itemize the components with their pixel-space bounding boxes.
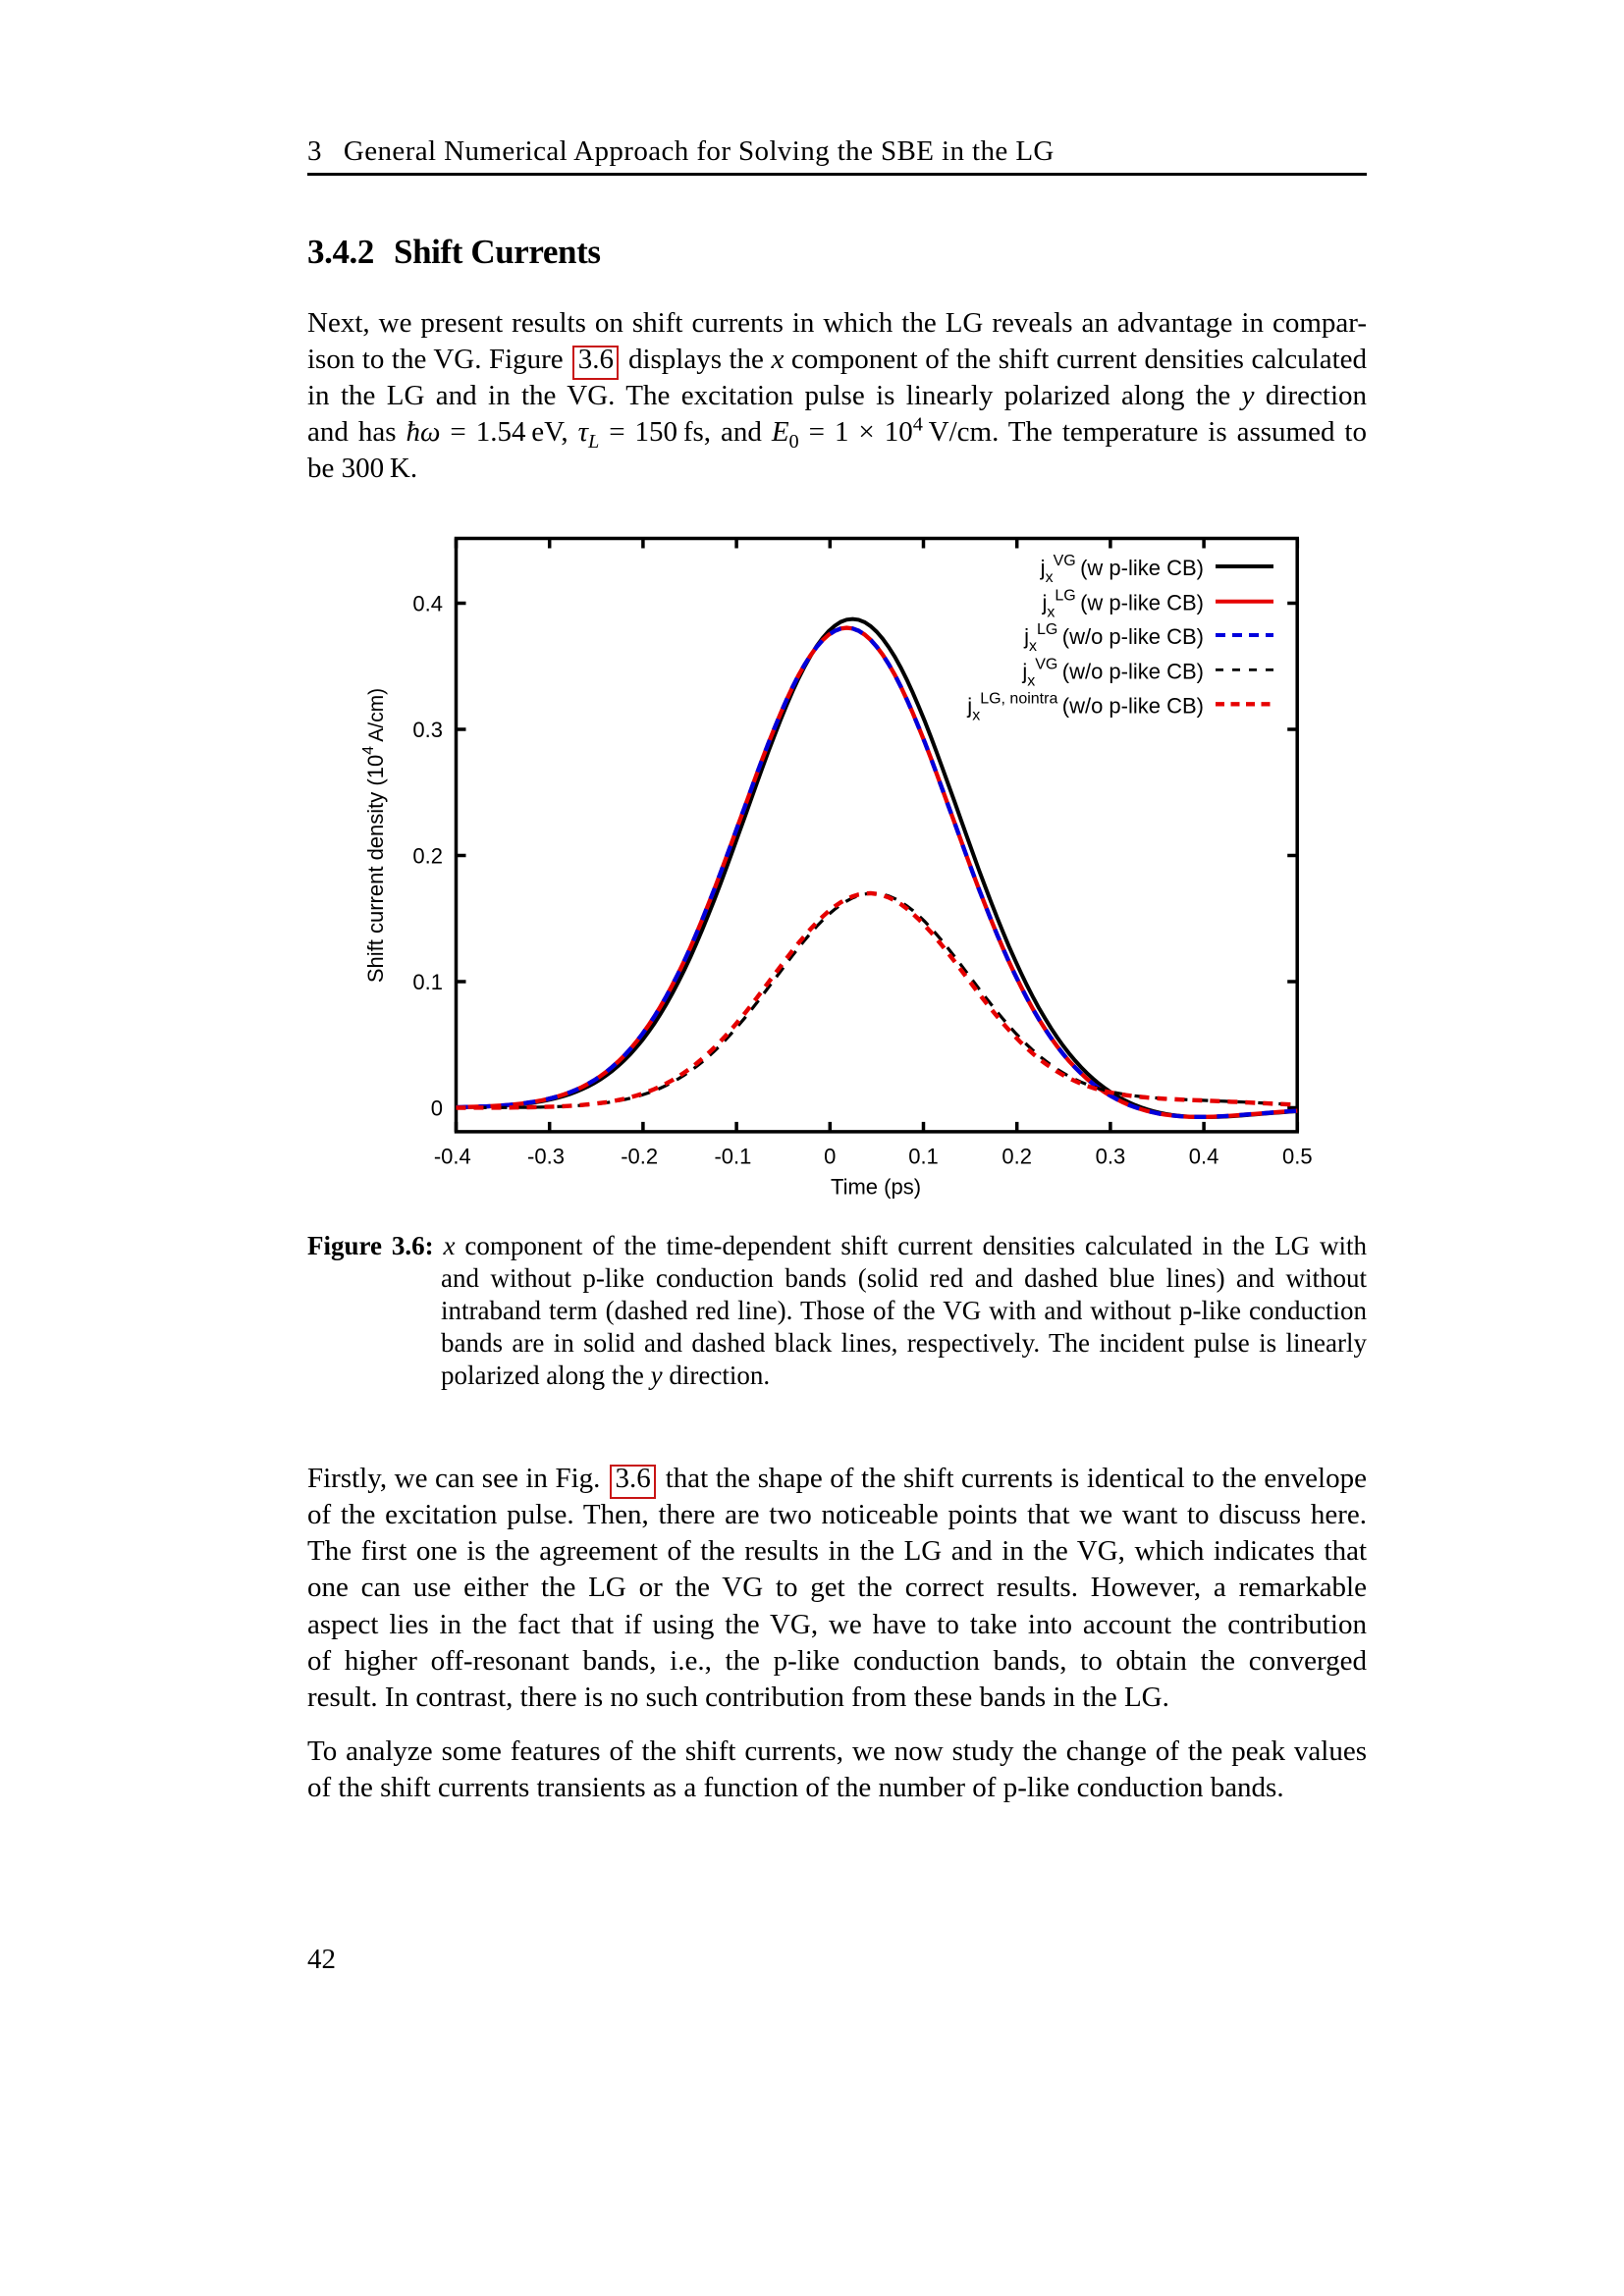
svg-text:-0.2: -0.2	[621, 1145, 658, 1169]
svg-text:jxVG (w/o p-like CB): jxVG (w/o p-like CB)	[1021, 656, 1204, 689]
svg-text:0.1: 0.1	[908, 1145, 939, 1169]
svg-text:jxLG, nointra (w/o p-like CB): jxLG, nointra (w/o p-like CB)	[966, 690, 1204, 723]
svg-text:jxVG (w p-like CB): jxVG (w p-like CB)	[1040, 553, 1204, 586]
svg-text:0.3: 0.3	[1096, 1145, 1126, 1169]
svg-text:0.4: 0.4	[412, 591, 443, 615]
svg-text:0: 0	[824, 1145, 836, 1169]
svg-text:Shift current density (104 A/c: Shift current density (104 A/cm)	[360, 688, 388, 983]
svg-text:-0.4: -0.4	[434, 1145, 471, 1169]
svg-text:0.5: 0.5	[1282, 1145, 1313, 1169]
svg-text:-0.1: -0.1	[714, 1145, 751, 1169]
svg-text:0.3: 0.3	[412, 718, 443, 742]
svg-text:0.4: 0.4	[1189, 1145, 1219, 1169]
svg-text:jxLG (w/o p-like CB): jxLG (w/o p-like CB)	[1023, 621, 1204, 655]
svg-text:0.2: 0.2	[1001, 1145, 1032, 1169]
svg-text:0: 0	[431, 1095, 443, 1120]
svg-text:0.2: 0.2	[412, 843, 443, 868]
svg-text:-0.3: -0.3	[527, 1145, 565, 1169]
svg-text:jxLG (w p-like CB): jxLG (w p-like CB)	[1041, 588, 1204, 621]
svg-text:Time (ps): Time (ps)	[831, 1175, 921, 1200]
svg-text:0.1: 0.1	[412, 970, 443, 994]
